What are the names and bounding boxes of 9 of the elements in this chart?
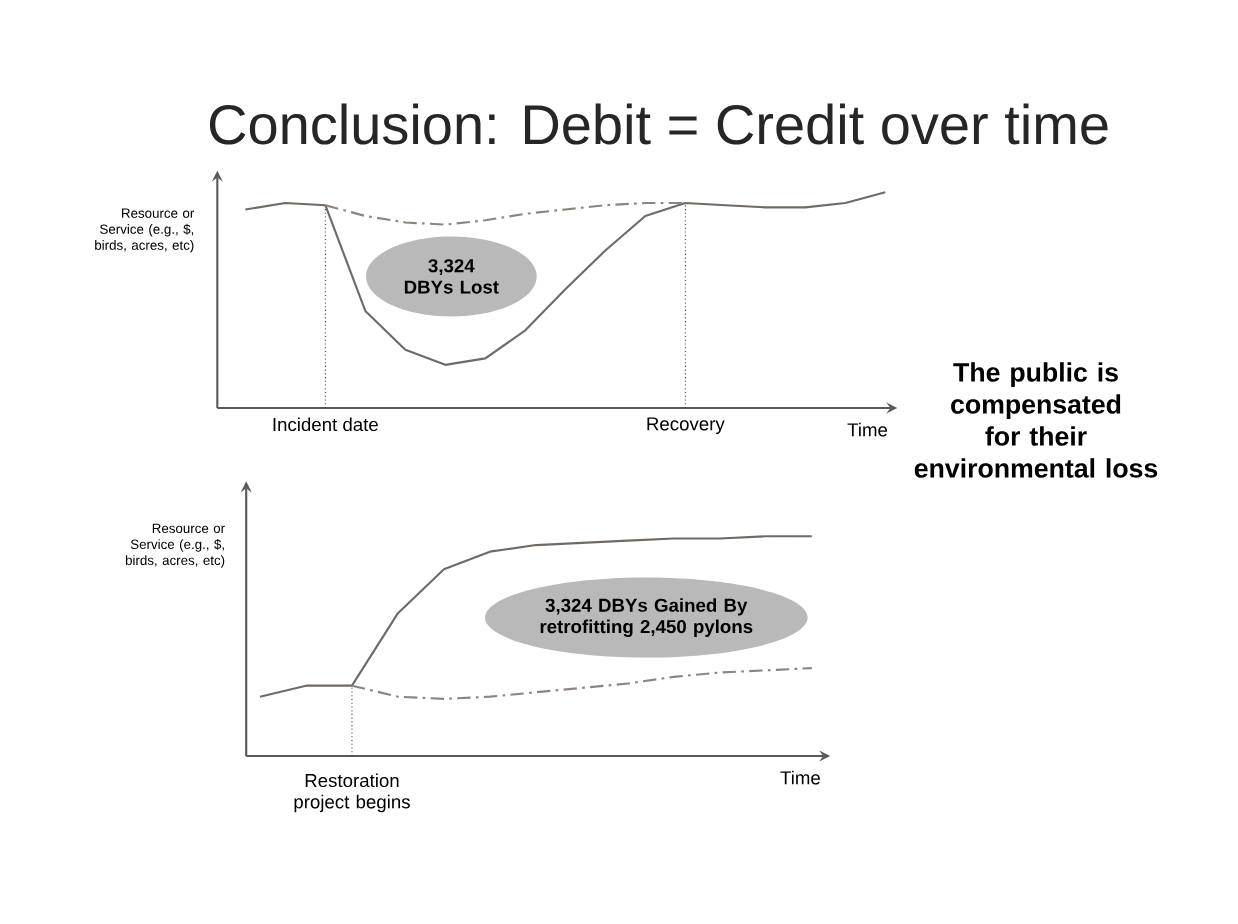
x-axis-title: Time <box>780 770 820 785</box>
annotation: 3,324 DBYs Lost <box>404 259 499 294</box>
x-tick-label: Recovery <box>647 417 725 435</box>
x-tick-label: Incident date <box>273 417 378 432</box>
x-axis-title: Time <box>847 422 888 437</box>
text: Restoration project begins <box>294 773 410 813</box>
chart-title: Conclusion: Debit = Credit over time <box>209 103 1108 145</box>
annotation: 3,324 DBYs Gained By retrofitting 2,450 pylons <box>540 598 753 637</box>
text: The public is compensated for their environmental loss <box>914 362 1158 478</box>
